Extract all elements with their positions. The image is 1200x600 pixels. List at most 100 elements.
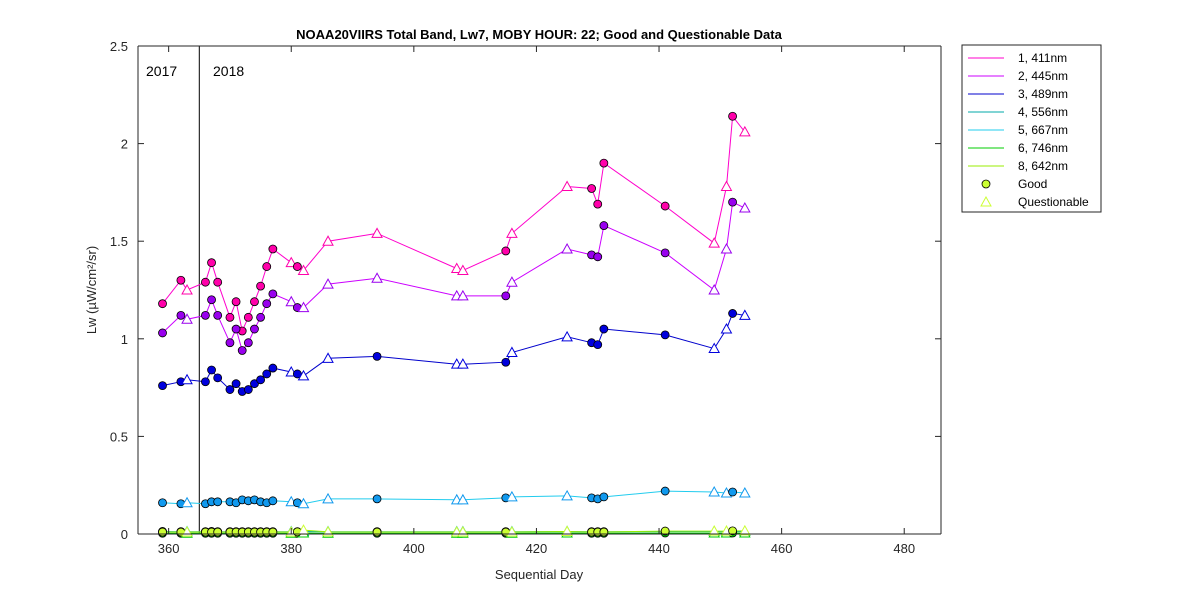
data-point-questionable: [181, 313, 193, 324]
data-point-questionable: [720, 242, 733, 254]
series-0: [158, 111, 751, 336]
data-point-good: [213, 527, 223, 537]
data-point-questionable: [181, 496, 193, 508]
data-point-good: [599, 221, 609, 230]
plot-area: [138, 46, 941, 534]
x-tick-label: 400: [403, 541, 425, 556]
y-tick-label: 2: [121, 137, 128, 152]
legend-label-3: 4, 556nm: [1018, 105, 1068, 119]
data-point-good: [237, 346, 247, 355]
data-point-questionable: [506, 276, 518, 287]
data-point-good: [501, 291, 511, 301]
data-point-questionable: [738, 486, 751, 498]
data-point-questionable: [297, 264, 310, 275]
series-layer: [158, 111, 751, 538]
data-point-good: [268, 363, 278, 373]
data-point-good: [660, 330, 670, 340]
data-point-good: [262, 299, 272, 309]
data-point-questionable: [506, 346, 518, 357]
data-point-questionable: [708, 237, 721, 248]
data-point-good: [256, 281, 265, 291]
data-point-questionable: [561, 489, 573, 501]
year-label-2018: 2018: [213, 63, 244, 79]
data-point-good: [268, 527, 278, 537]
data-point-good: [158, 381, 167, 391]
x-tick-label: 380: [280, 541, 302, 556]
data-point-good: [262, 262, 272, 271]
data-point-good: [207, 258, 216, 268]
legend-label-0: 1, 411nm: [1018, 51, 1067, 65]
data-point-good: [158, 498, 167, 508]
data-point-questionable: [297, 369, 310, 381]
data-point-questionable: [738, 125, 751, 137]
data-point-good: [176, 275, 186, 285]
data-point-good: [728, 197, 737, 207]
data-point-good: [243, 385, 253, 394]
data-point-good: [660, 248, 670, 258]
data-point-good: [292, 262, 302, 271]
y-tick-label: 0.5: [110, 429, 128, 444]
data-point-good: [207, 295, 216, 305]
data-point-questionable: [322, 352, 334, 363]
data-point-good: [231, 324, 241, 334]
data-point-good: [372, 494, 382, 504]
chart-title: NOAA20VIIRS Total Band, Lw7, MOBY HOUR: …: [296, 27, 782, 42]
data-point-good: [501, 246, 511, 256]
y-tick-label: 1.5: [110, 234, 128, 249]
series-4: [158, 486, 751, 509]
series-2: [158, 309, 751, 396]
data-point-good: [213, 277, 223, 287]
x-tick-label: 460: [771, 541, 793, 556]
data-point-good: [207, 365, 216, 375]
data-point-questionable: [371, 272, 383, 283]
legend-marker-questionable: [980, 195, 992, 207]
data-point-good: [225, 385, 235, 394]
data-point-questionable: [450, 262, 463, 274]
data-point-questionable: [181, 283, 193, 295]
data-point-questionable: [738, 309, 751, 320]
data-point-questionable: [457, 358, 469, 369]
data-point-good: [231, 379, 241, 389]
data-point-good: [593, 340, 603, 350]
data-point-good: [243, 338, 253, 348]
x-tick-label: 480: [893, 541, 915, 556]
legend-label-5: 6, 746nm: [1018, 141, 1068, 155]
y-tick-label: 0: [121, 527, 128, 542]
data-point-questionable: [322, 492, 334, 504]
data-point-good: [225, 338, 235, 348]
data-point-good: [213, 497, 223, 507]
data-point-questionable: [457, 493, 469, 505]
data-point-good: [372, 527, 382, 537]
data-point-questionable: [561, 525, 573, 536]
x-axis-label: Sequential Day: [495, 567, 584, 582]
year-label-2017: 2017: [146, 63, 177, 79]
data-point-good: [268, 496, 278, 506]
data-point-questionable: [506, 227, 518, 238]
data-point-good: [158, 527, 167, 537]
data-point-questionable: [738, 201, 751, 213]
data-point-questionable: [720, 180, 733, 192]
x-tick-label: 360: [158, 541, 180, 556]
data-point-questionable: [708, 486, 721, 497]
data-point-good: [593, 252, 603, 262]
data-point-good: [213, 310, 223, 320]
data-point-good: [501, 357, 511, 367]
data-point-questionable: [371, 227, 383, 238]
legend-label-2: 3, 489nm: [1018, 87, 1068, 101]
legend-label-6: 8, 642nm: [1018, 159, 1068, 173]
data-point-good: [660, 526, 670, 536]
legend-label-good: Good: [1018, 177, 1047, 191]
data-point-good: [201, 310, 210, 320]
data-point-good: [599, 527, 609, 537]
data-point-good: [158, 328, 167, 338]
data-point-good: [728, 309, 737, 318]
y-tick-label: 2.5: [110, 39, 128, 54]
data-point-questionable: [720, 323, 733, 334]
legend-marker-good: [981, 179, 991, 189]
data-point-questionable: [506, 490, 518, 502]
x-tick-label: 420: [526, 541, 548, 556]
data-point-good: [158, 299, 167, 309]
data-point-good: [201, 377, 210, 387]
data-point-questionable: [181, 373, 193, 385]
